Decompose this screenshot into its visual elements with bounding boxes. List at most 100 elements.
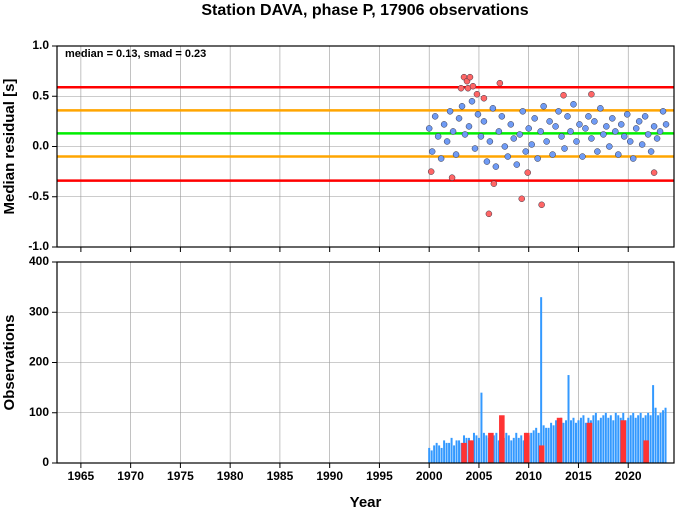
point	[469, 82, 477, 90]
x-tick-label: 1980	[217, 469, 244, 483]
point	[591, 118, 598, 125]
bar	[545, 427, 548, 463]
point	[641, 113, 649, 120]
point	[528, 141, 535, 148]
point	[632, 125, 640, 132]
point	[443, 138, 451, 145]
bar	[582, 415, 585, 463]
bar	[614, 412, 617, 463]
bar	[530, 432, 533, 463]
point	[552, 123, 559, 130]
point	[579, 153, 586, 160]
bar	[552, 425, 555, 463]
x-tick-label: 2005	[466, 469, 493, 483]
bar	[547, 427, 550, 463]
bar	[577, 420, 580, 463]
bar	[586, 422, 593, 463]
point	[498, 113, 506, 120]
bar	[495, 432, 498, 463]
bar	[607, 417, 610, 463]
point	[576, 121, 583, 128]
bar	[634, 417, 637, 463]
bar	[657, 415, 660, 463]
point	[510, 135, 518, 142]
bar	[555, 420, 558, 463]
bar	[604, 412, 607, 463]
point	[465, 123, 473, 130]
bar	[468, 440, 474, 463]
bar	[556, 417, 563, 463]
bar	[572, 417, 575, 463]
bar	[472, 432, 475, 463]
y-tick-label: -0.5	[28, 189, 49, 203]
bar	[637, 415, 640, 463]
bar	[620, 420, 627, 463]
x-tick-label: 2010	[515, 469, 542, 483]
x-tick-label: 1985	[267, 469, 294, 483]
point	[650, 169, 658, 176]
bar	[438, 445, 441, 463]
point	[446, 108, 454, 115]
bar	[428, 447, 431, 463]
bar	[492, 435, 495, 463]
point	[540, 103, 547, 110]
bar	[574, 422, 577, 463]
point	[659, 108, 667, 115]
point	[638, 141, 646, 148]
point	[618, 121, 625, 128]
x-tick-label: 2015	[565, 469, 592, 483]
bar	[594, 412, 597, 463]
bar	[639, 412, 642, 463]
bar	[520, 435, 523, 463]
point	[612, 128, 619, 135]
bar	[599, 417, 602, 463]
point	[473, 90, 481, 98]
bar	[455, 440, 458, 463]
y-tick-label: -1.0	[28, 239, 49, 253]
bar	[480, 392, 483, 463]
bar	[609, 415, 612, 463]
x-tick-label: 2000	[416, 469, 443, 483]
bar	[448, 442, 451, 463]
point	[662, 121, 670, 128]
point	[567, 128, 574, 135]
x-axis-label: Year	[350, 494, 382, 511]
bar	[461, 442, 467, 463]
point	[653, 135, 661, 142]
point	[468, 98, 476, 105]
point	[485, 210, 493, 218]
bar	[565, 420, 568, 463]
bar	[488, 432, 494, 463]
y-axis-label: Observations	[1, 315, 18, 411]
point	[513, 161, 521, 168]
bar	[512, 437, 515, 463]
chart-title: Station DAVA, phase P, 17906 observation…	[201, 2, 528, 19]
point	[524, 169, 531, 176]
point	[525, 125, 532, 132]
point	[588, 135, 595, 142]
x-tick-label: 1995	[366, 469, 393, 483]
bar	[643, 440, 649, 463]
point	[449, 128, 457, 135]
point	[477, 133, 485, 140]
y-tick-label: 400	[29, 254, 49, 268]
point	[620, 133, 628, 140]
bar	[435, 442, 438, 463]
bar	[430, 450, 433, 463]
point	[650, 123, 658, 130]
bar	[649, 415, 652, 463]
point	[600, 131, 607, 138]
bar	[627, 417, 630, 463]
point	[471, 145, 479, 152]
point	[495, 128, 503, 135]
bar	[647, 412, 650, 463]
point	[496, 79, 504, 87]
point	[458, 103, 466, 110]
point	[549, 151, 556, 158]
x-tick-label: 2020	[615, 469, 642, 483]
point	[588, 90, 595, 98]
point	[492, 163, 500, 170]
bar	[538, 445, 545, 463]
bar	[617, 415, 620, 463]
bar	[523, 432, 530, 463]
